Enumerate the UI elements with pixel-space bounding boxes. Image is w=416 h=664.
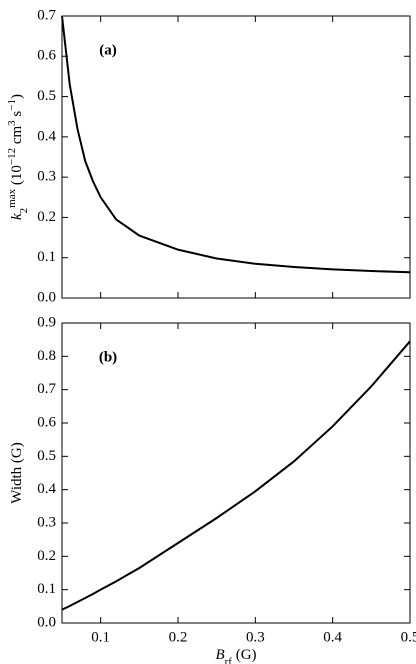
y-tick-label: 0.7 [37, 381, 56, 397]
y-tick-label: 0.0 [37, 614, 56, 630]
x-tick-label: 0.5 [401, 629, 416, 645]
y-tick-label: 0.3 [37, 169, 56, 185]
y-tick-label: 0.2 [37, 209, 56, 225]
label-part: B [215, 647, 224, 663]
axes-frame [61, 322, 411, 624]
y-tick-label: 0.2 [37, 548, 56, 564]
y-tick-label: 0.5 [37, 448, 56, 464]
y-tick-label: 0.4 [37, 481, 56, 497]
line-series [61, 15, 411, 274]
label-part: ) [9, 94, 25, 99]
panel-label: (a) [99, 42, 117, 58]
label-part: 3 [6, 120, 18, 126]
y-axis-label: k2max (10−12 cm3 s−1) [6, 94, 30, 220]
label-part: cm [9, 125, 25, 147]
label-part: 2 [18, 208, 30, 214]
panel-label: (b) [99, 349, 117, 365]
x-tick-label: 0.3 [246, 629, 265, 645]
y-tick-label: 0.1 [37, 581, 56, 597]
x-tick-label: 0.1 [91, 629, 110, 645]
y-tick-label: 0.3 [37, 514, 56, 530]
y-tick-label: 0.5 [37, 88, 56, 104]
label-part: (10 [9, 165, 25, 189]
y-tick-label: 0.0 [37, 289, 56, 305]
line-series [61, 340, 411, 611]
label-part: (G) [232, 647, 257, 663]
axes-frame [61, 15, 411, 299]
y-tick-label: 0.8 [37, 348, 56, 364]
y-tick-label: 0.6 [37, 48, 56, 64]
x-tick-label: 0.4 [323, 629, 342, 645]
x-tick-label: 0.2 [169, 629, 188, 645]
label-part: −12 [6, 148, 18, 165]
y-tick-label: 0.4 [37, 128, 56, 144]
label-part: max [6, 188, 18, 207]
label-part: −1 [6, 99, 18, 111]
y-tick-label: 0.7 [37, 7, 56, 23]
label-part: s [9, 111, 25, 121]
y-tick-label: 0.6 [37, 414, 56, 430]
x-axis-label: Brf (G) [215, 647, 256, 664]
y-tick-label: 0.1 [37, 249, 56, 265]
label-part: rf [225, 656, 233, 664]
label-part: Width (G) [9, 442, 25, 503]
label-part: k [9, 213, 25, 220]
y-axis-label: Width (G) [9, 442, 25, 503]
y-tick-label: 0.9 [37, 314, 56, 330]
